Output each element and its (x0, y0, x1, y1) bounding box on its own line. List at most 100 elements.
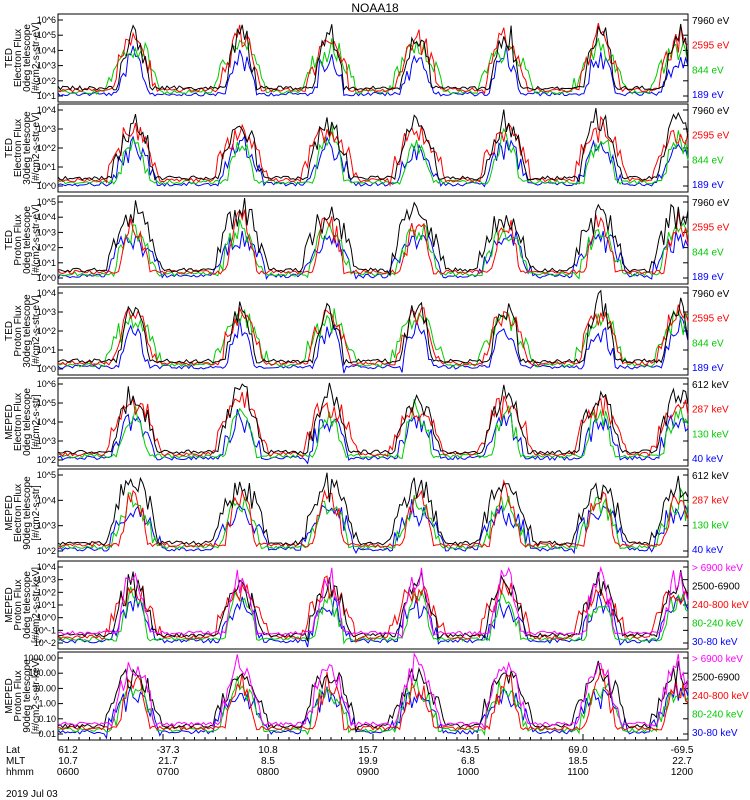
y-axis-label: Electron Flux (13, 119, 24, 177)
x-tick-label: -69.5 (671, 745, 694, 756)
x-tick-label: 69.0 (568, 745, 588, 756)
x-tick-label: 8.5 (261, 756, 275, 767)
legend-entry: 80-240 keV (692, 619, 743, 630)
legend-entry: 2595 eV (692, 223, 730, 234)
series-trace (57, 108, 689, 184)
legend-entry: 189 eV (692, 180, 724, 191)
y-axis-label: TED (4, 48, 15, 68)
y-axis-label: [#/cm2-s-str-keV] (31, 567, 42, 643)
y-tick-label: 10^4 (37, 495, 56, 505)
y-tick-label: 10.00 (33, 683, 56, 693)
y-tick-label: 10^4 (37, 562, 56, 572)
x-tick-label: 61.2 (58, 745, 78, 756)
legend-entry: 2595 eV (692, 314, 730, 325)
y-tick-label: 0.10 (38, 714, 56, 724)
y-axis-label: MEPED (4, 678, 15, 714)
series-trace (57, 668, 689, 731)
y-axis-label: Electron Flux (13, 29, 24, 87)
y-tick-label: 10^4 (37, 212, 56, 222)
legend-entry: 844 eV (692, 155, 724, 166)
y-tick-label: 10^3 (37, 124, 56, 134)
x-tick-label: 22.7 (672, 756, 692, 767)
y-tick-label: 10^1 (37, 258, 56, 268)
legend-entry: 189 eV (692, 272, 724, 283)
panel-frame (57, 13, 689, 103)
series-trace (57, 124, 689, 185)
x-tick-label: 0900 (357, 767, 380, 778)
legend-entry: 130 keV (692, 520, 729, 531)
y-tick-label: 10^1 (37, 600, 56, 610)
series-trace (57, 499, 689, 555)
series-trace (57, 219, 689, 280)
y-tick-label: 10^0 (37, 181, 56, 191)
y-axis-label: [#/cm2-s-str] (31, 485, 42, 541)
y-tick-label: 10^2 (37, 455, 56, 465)
legend-entry: 287 keV (692, 496, 729, 507)
y-axis-label: Proton Flux (13, 214, 24, 265)
panel-frame (57, 286, 689, 376)
panel-frame (57, 468, 689, 558)
x-row-label: hhmm (6, 767, 34, 778)
y-tick-label: 10^-2 (34, 638, 56, 648)
legend-entry: 2595 eV (692, 41, 730, 52)
y-tick-label: 10^1 (37, 91, 56, 101)
y-axis-label: [#/cm2-s-str-eV] (31, 204, 42, 275)
chart-title: NOAA18 (351, 1, 399, 15)
y-tick-label: 1.00 (38, 699, 56, 709)
y-tick-label: 10^2 (37, 546, 56, 556)
y-tick-label: 10^2 (37, 326, 56, 336)
y-tick-label: 10^3 (37, 575, 56, 585)
y-tick-label: 1000.00 (23, 653, 56, 663)
x-tick-label: 0600 (57, 767, 80, 778)
y-axis-label: 30deg telescope (22, 111, 33, 185)
y-axis-label: 90deg telescope (22, 659, 33, 733)
series-trace (57, 487, 689, 550)
y-axis-label: [#/cm2-s-str-eV] (31, 22, 42, 93)
y-axis-label: 0deg telescope (22, 388, 33, 456)
y-tick-label: 10^1 (37, 345, 56, 355)
y-tick-label: 10^3 (37, 307, 56, 317)
y-axis-label: Electron Flux (13, 393, 24, 451)
y-tick-label: 10^-1 (34, 625, 56, 635)
legend-entry: 7960 eV (692, 106, 730, 117)
legend-entry: 7960 eV (692, 16, 730, 27)
y-tick-label: 10^2 (37, 243, 56, 253)
series-trace (57, 45, 689, 97)
y-tick-label: 10^3 (37, 436, 56, 446)
series-trace (57, 398, 689, 460)
y-axis-label: [#/cm2-s-str-eV] (31, 112, 42, 183)
legend-entry: 80-240 keV (692, 710, 743, 721)
legend-entry: 30-80 keV (692, 728, 738, 739)
legend-entry: 130 keV (692, 429, 729, 440)
y-axis-label: 0deg telescope (22, 206, 33, 274)
y-axis-label: 0deg telescope (22, 571, 33, 639)
y-axis-label: Proton Flux (13, 579, 24, 630)
series-trace (58, 197, 689, 277)
legend-entry: 189 eV (692, 90, 724, 101)
legend-entry: 7960 eV (692, 198, 730, 209)
x-row-label: MLT (6, 756, 25, 767)
panel-6: 10^-2 10^-1 10^0 10^1 10^2 10^3 10^4 MEPEDProto… (4, 560, 749, 650)
legend-entry: 189 eV (692, 363, 724, 374)
series-trace (57, 479, 689, 548)
series-trace (57, 115, 689, 188)
series-trace (57, 676, 689, 737)
x-tick-label: 10.7 (58, 756, 78, 767)
series-trace (57, 565, 689, 639)
legend-entry: 844 eV (692, 338, 724, 349)
legend-entry: 2500-6900 (692, 582, 740, 593)
panel-frame (57, 195, 689, 285)
y-tick-label: 10^5 (37, 197, 56, 207)
y-tick-label: 10^0 (37, 364, 56, 374)
y-tick-label: 10^3 (37, 61, 56, 71)
series-trace (57, 682, 689, 740)
legend-entry: 240-800 keV (692, 691, 749, 702)
y-tick-label: 10^3 (37, 521, 56, 531)
y-tick-label: 100.00 (28, 668, 56, 678)
